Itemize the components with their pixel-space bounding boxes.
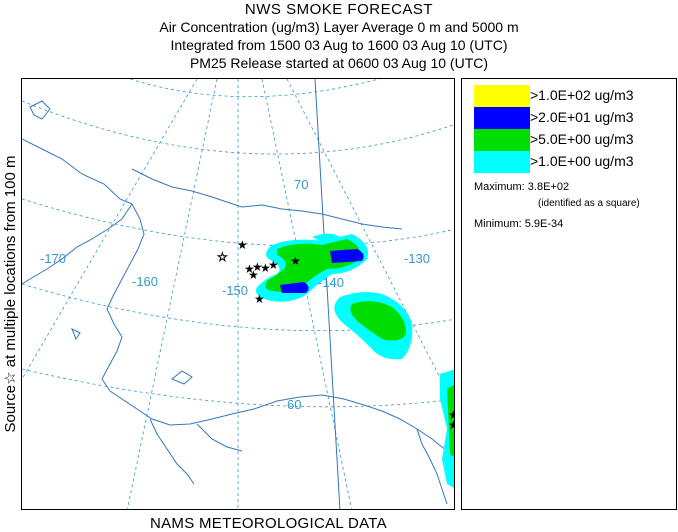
- subtitle-concentration: Air Concentration (ug/m3) Layer Average …: [159, 19, 519, 35]
- subtitle-release-info: PM25 Release started at 0600 03 Aug 10 (…: [189, 55, 489, 71]
- lat-60-line: [22, 368, 454, 408]
- source-star-icon: ★: [268, 258, 279, 272]
- coast-wrangel-island: [29, 100, 51, 120]
- legend-swatch-blue: [474, 107, 530, 129]
- maximum-label: Maximum:: [474, 181, 525, 193]
- smoke-forecast-map: -170 -160 -150 -140 -130 70 60 ☆ ★ ★ ★ ★…: [22, 79, 455, 509]
- legend-label-1: >1.0E+00 ug/m3: [530, 153, 634, 169]
- source-star-icon: ★: [290, 254, 301, 268]
- source-location-label: Source☆ at multiple locations from 100 m: [2, 155, 19, 433]
- source-star-icon: ★: [254, 292, 265, 306]
- lon-label-130: -130: [404, 251, 430, 266]
- lon-170-line: [22, 79, 198, 380]
- plume-green-east: [350, 301, 407, 341]
- plume-blue-south: [280, 282, 309, 293]
- lat-label-60: 60: [287, 397, 301, 412]
- coast-alaska-peninsula: [149, 418, 195, 485]
- latitude-lines: [22, 79, 454, 408]
- source-star-icon: ★: [248, 268, 259, 282]
- footer-data-source: NAMS METEOROLOGICAL DATA: [150, 515, 387, 532]
- source-star-icon: ★: [448, 408, 455, 422]
- lon-140-line: [261, 79, 352, 509]
- legend-swatch-yellow: [474, 85, 530, 107]
- lat-65-line: [22, 198, 454, 247]
- lat-75-line: [22, 100, 454, 155]
- legend-item-100: >1.0E+02 ug/m3: [474, 85, 674, 107]
- legend-label-20: >2.0E+01 ug/m3: [530, 109, 634, 125]
- lon-160-line: [127, 79, 218, 509]
- page-title: NWS SMOKE FORECAST: [244, 1, 434, 18]
- coast-alaska-west-south: [101, 203, 454, 458]
- longitude-lines: [22, 79, 454, 509]
- legend-panel: >1.0E+02 ug/m3 >2.0E+01 ug/m3 >5.0E+00 u…: [461, 78, 677, 510]
- source-star-icon: ★: [252, 260, 263, 274]
- lon-label-140: -140: [318, 275, 344, 290]
- legend-swatch-green: [474, 129, 530, 151]
- source-star-icon: ★: [448, 418, 455, 432]
- maximum-stat: Maximum: 3.8E+02: [474, 181, 569, 193]
- minimum-stat: Minimum: 5.9E-34: [474, 218, 563, 230]
- coastlines: [22, 100, 454, 505]
- legend-item-5: >5.0E+00 ug/m3: [474, 129, 674, 151]
- source-star-icon: ★: [237, 238, 248, 252]
- minimum-value: 5.9E-34: [524, 218, 564, 230]
- legend-label-5: >5.0E+00 ug/m3: [530, 131, 634, 147]
- map-panel: -170 -160 -150 -140 -130 70 60 ☆ ★ ★ ★ ★…: [21, 78, 455, 510]
- lat-label-70: 70: [294, 177, 308, 192]
- smoke-plumes: [256, 233, 454, 488]
- lon-label-150: -150: [222, 283, 248, 298]
- legend-item-20: >2.0E+01 ug/m3: [474, 107, 674, 129]
- coast-nunivak: [171, 370, 193, 385]
- source-star-icon: ★: [260, 261, 271, 275]
- border-meridian: [314, 79, 341, 509]
- plume-green-southeast: [447, 385, 454, 458]
- lon-label-160: -160: [132, 274, 158, 289]
- source-location-label-container: Source☆ at multiple locations from 100 m: [0, 78, 20, 510]
- coast-north-slope: [131, 168, 403, 230]
- legend-swatch-cyan: [474, 151, 530, 173]
- source-star-icon: ★: [244, 262, 255, 276]
- maximum-note: (identified as a square): [538, 198, 640, 209]
- lon-130-line: [286, 79, 454, 406]
- source-star-icon: ☆: [217, 250, 228, 264]
- coast-kodiak: [196, 423, 243, 452]
- minimum-label: Minimum:: [474, 218, 522, 230]
- coast-st-lawrence: [71, 327, 81, 341]
- legend-label-100: >1.0E+02 ug/m3: [530, 87, 634, 103]
- subtitle-integration-period: Integrated from 1500 03 Aug to 1600 03 A…: [170, 37, 508, 53]
- lat-80-line: [129, 79, 381, 98]
- source-markers: ☆ ★ ★ ★ ★ ★ ★ ★ ★ ★ ★: [217, 238, 455, 432]
- legend-item-1: >1.0E+00 ug/m3: [474, 151, 674, 173]
- coast-chukotka: [22, 138, 133, 285]
- lon-label-170: -170: [40, 251, 66, 266]
- coast-southeast: [416, 428, 448, 505]
- lat-62-line: [22, 283, 454, 332]
- maximum-value: 3.8E+02: [527, 181, 570, 193]
- plume-blue-north: [330, 249, 364, 263]
